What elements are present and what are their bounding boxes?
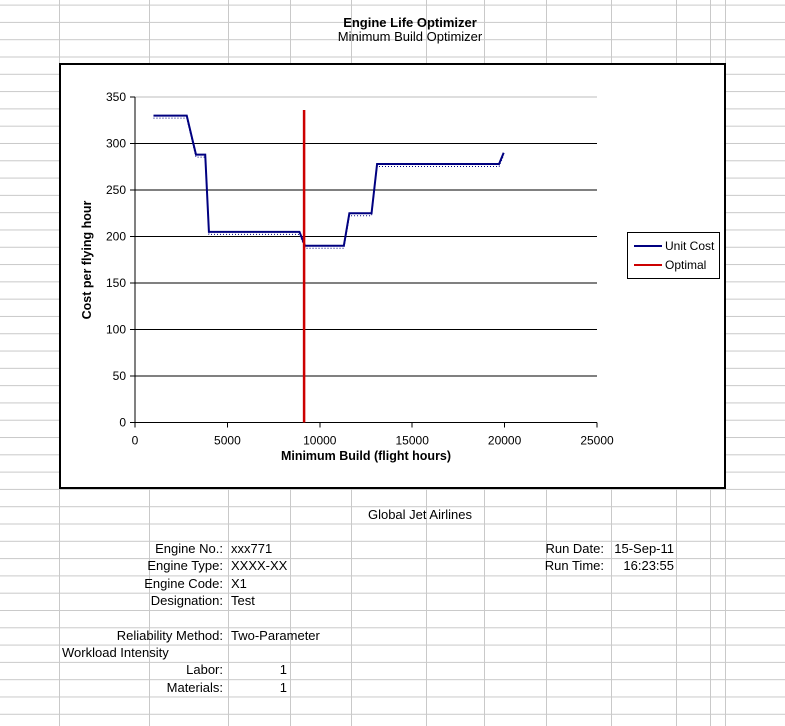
materials-value[interactable]: 1 [279, 680, 287, 695]
optimal-line-swatch [634, 264, 662, 266]
svg-text:10000: 10000 [303, 434, 337, 448]
report-title: Engine Life Optimizer [343, 15, 477, 30]
run-date-value[interactable]: 15-Sep-11 [614, 541, 674, 556]
svg-text:5000: 5000 [214, 434, 241, 448]
chart-legend: Unit Cost Optimal [627, 232, 720, 279]
svg-text:250: 250 [106, 183, 126, 197]
svg-text:15000: 15000 [396, 434, 430, 448]
designation-label: Designation: [150, 593, 223, 608]
legend-label-unit-cost: Unit Cost [665, 238, 715, 253]
engine-code-value[interactable]: X1 [231, 576, 247, 591]
svg-text:150: 150 [106, 276, 126, 290]
svg-text:100: 100 [106, 323, 126, 337]
engine-no-label: Engine No.: [155, 541, 223, 556]
unit-cost-line-swatch [634, 245, 662, 247]
svg-text:0: 0 [119, 416, 126, 430]
svg-text:0: 0 [132, 434, 139, 448]
svg-text:20000: 20000 [488, 434, 522, 448]
workload-intensity-header: Workload Intensity [62, 645, 169, 660]
run-time-value[interactable]: 16:23:55 [623, 558, 674, 573]
chart-object: 0 50 100 150 200 250 300 350 0 5000 10000 15000 2000… [59, 63, 726, 489]
svg-text:350: 350 [106, 90, 126, 104]
engine-no-value[interactable]: xxx771 [231, 541, 273, 556]
legend-entry-unit-cost: Unit Cost [634, 238, 719, 253]
chart-plot-area: 0 50 100 150 200 250 300 350 0 5000 10000 15000 2000… [106, 90, 614, 448]
company-name: Global Jet Airlines [367, 507, 473, 522]
run-time-label: Run Time: [544, 558, 604, 573]
engine-code-label: Engine Code: [144, 576, 223, 591]
reliability-method-label: Reliability Method: [116, 628, 223, 643]
svg-text:300: 300 [106, 137, 126, 151]
report-subtitle: Minimum Build Optimizer [337, 29, 483, 44]
materials-label: Materials: [166, 680, 223, 695]
labor-label: Labor: [186, 662, 223, 677]
designation-value[interactable]: Test [231, 593, 255, 608]
run-date-label: Run Date: [545, 541, 604, 556]
engine-type-value[interactable]: XXXX-XX [231, 558, 288, 573]
legend-entry-optimal: Optimal [634, 257, 719, 272]
labor-value[interactable]: 1 [279, 662, 287, 677]
y-axis-title: Cost per flying hour [80, 200, 94, 320]
svg-text:50: 50 [113, 369, 127, 383]
reliability-method-value[interactable]: Two-Parameter [231, 628, 320, 643]
svg-text:25000: 25000 [580, 434, 614, 448]
x-axis-title: Minimum Build (flight hours) [280, 449, 452, 463]
legend-label-optimal: Optimal [665, 257, 707, 272]
engine-type-label: Engine Type: [147, 558, 223, 573]
svg-text:200: 200 [106, 230, 126, 244]
